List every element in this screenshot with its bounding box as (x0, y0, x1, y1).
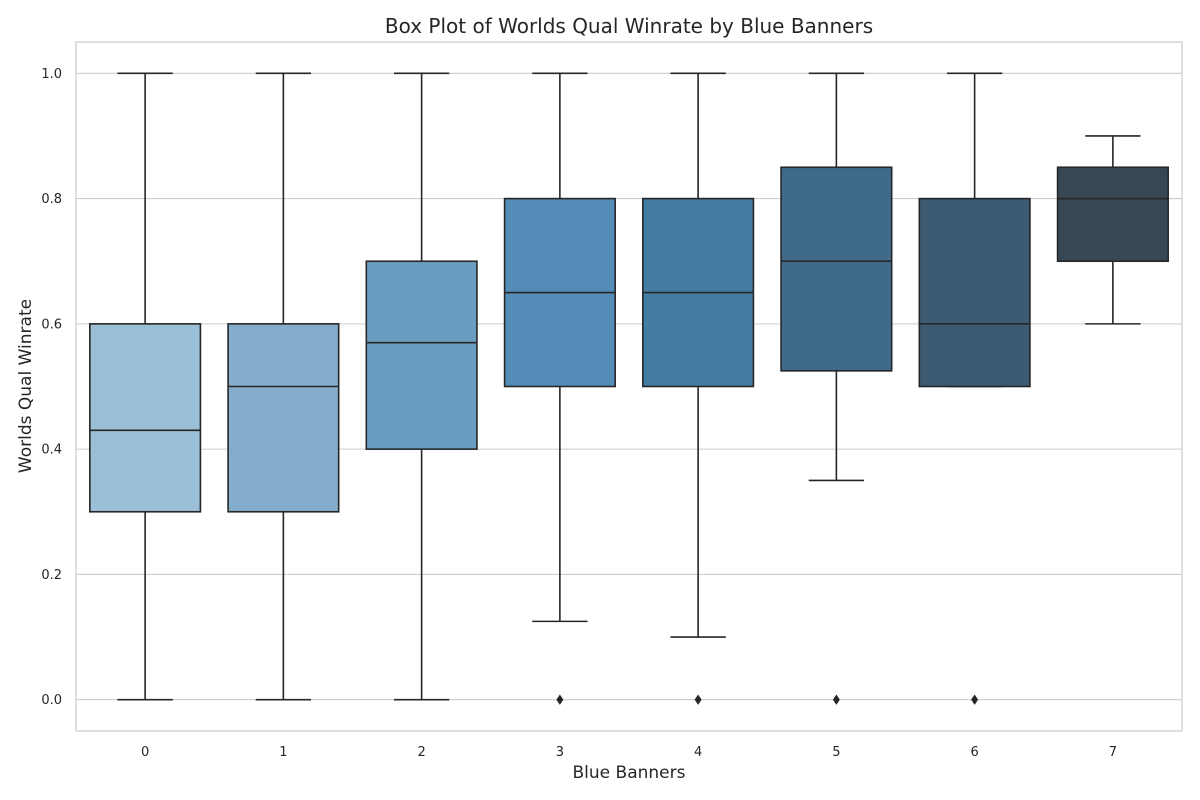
x-tick-label: 6 (970, 745, 978, 760)
y-tick-label: 0.4 (41, 443, 62, 458)
y-tick-label: 0.8 (41, 192, 62, 207)
x-tick-label: 5 (832, 745, 840, 760)
x-tick-label: 4 (694, 745, 702, 760)
box-group-2 (365, 72, 478, 701)
x-tick-label: 3 (556, 745, 564, 760)
y-tick-label: 1.0 (41, 67, 62, 82)
box-group-1 (227, 72, 340, 701)
y-tick-label: 0.0 (41, 693, 62, 708)
box-iqr (227, 323, 340, 513)
outlier-point (832, 694, 840, 705)
x-tick-label: 2 (417, 745, 425, 760)
x-tick-label: 7 (1109, 745, 1117, 760)
boxes (89, 72, 1169, 705)
box-iqr (1056, 166, 1169, 263)
box-iqr (365, 260, 478, 450)
box-group-3 (503, 72, 616, 705)
box-group-5 (780, 72, 893, 705)
box-iqr (918, 197, 1031, 388)
y-tick-label: 0.6 (41, 317, 62, 332)
box-iqr (780, 166, 893, 372)
y-tick-labels: 0.0 0.2 0.4 0.6 0.8 1.0 (41, 67, 62, 708)
plot-frame (75, 41, 1183, 732)
x-tick-label: 0 (141, 745, 149, 760)
chart-title: Box Plot of Worlds Qual Winrate by Blue … (385, 14, 873, 38)
box-group-4 (642, 72, 755, 705)
y-axis-label: Worlds Qual Winrate (16, 299, 36, 473)
x-tick-labels: 0 1 2 3 4 5 6 7 (141, 745, 1117, 760)
box-group-0 (89, 72, 202, 701)
box-iqr (89, 323, 202, 513)
x-tick-label: 1 (279, 745, 287, 760)
outlier-point (694, 694, 702, 705)
box-group-6 (918, 72, 1031, 705)
outlier-point (556, 694, 564, 705)
box-group-7 (1056, 135, 1169, 325)
outlier-point (971, 694, 979, 705)
y-tick-label: 0.2 (41, 568, 62, 583)
x-axis-label: Blue Banners (573, 763, 686, 783)
